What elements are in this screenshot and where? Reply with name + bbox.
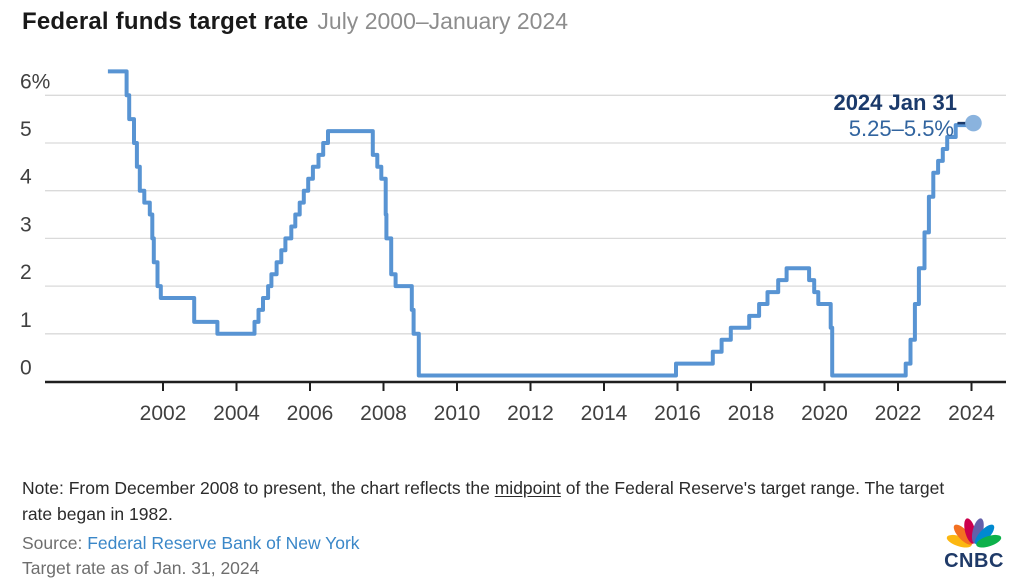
rate-step-line: [107, 69, 975, 378]
footnote-text-post: of the Federal Reserve's target range. T…: [22, 477, 945, 524]
peacock-icon: [946, 518, 1002, 548]
peacock-feather: [946, 534, 972, 548]
annotation-value: 5.25–5.5%: [849, 116, 954, 141]
x-axis-label: 2022: [875, 402, 922, 425]
y-axis-label: 5: [20, 118, 32, 141]
y-axis-label: 6%: [20, 70, 50, 93]
x-axis-label: 2010: [434, 402, 481, 425]
asof-line: Target rate as of Jan. 31, 2024: [22, 557, 260, 578]
page-title: Federal funds target rate: [22, 8, 309, 35]
x-axis-label: 2006: [287, 402, 334, 425]
y-axis-label: 4: [20, 166, 32, 189]
fed-funds-rate-chart: 6% 5 4 3 2 1 0 2002 2004 2006 2008 2010 2012 2014 2016…: [20, 69, 1006, 425]
x-axis-label: 2016: [654, 402, 701, 425]
x-axis-label: 2008: [360, 402, 407, 425]
source-label: Source:: [22, 532, 88, 553]
x-axis-label: 2004: [213, 402, 260, 425]
x-axis-label: 2012: [507, 402, 554, 425]
x-axis-label: 2014: [581, 402, 628, 425]
cnbc-logo: CNBC: [944, 518, 1004, 572]
source-line: Source: Federal Reserve Bank of New York: [22, 533, 360, 554]
peacock-feather: [974, 524, 995, 545]
y-axis-label: 0: [20, 357, 32, 380]
cnbc-logo-text: CNBC: [944, 550, 1004, 572]
peacock-feather: [953, 524, 974, 545]
footnote-text-pre: Note: From December 2008 to present, the…: [22, 477, 495, 498]
x-axis-label: 2024: [948, 402, 995, 425]
footnote: Note: From December 2008 to present, the…: [22, 475, 952, 527]
y-axis-label: 3: [20, 213, 32, 236]
latest-value-dot: [965, 114, 982, 132]
footnote-underlined-word: midpoint: [494, 477, 561, 498]
y-axis-label: 2: [20, 261, 32, 284]
page-subtitle: July 2000–January 2024: [317, 8, 569, 34]
x-axis-label: 2020: [801, 402, 848, 425]
y-axis-label: 1: [20, 309, 32, 332]
x-axis-label: 2018: [728, 402, 775, 425]
peacock-feather: [976, 534, 1002, 548]
source-link[interactable]: Federal Reserve Bank of New York: [87, 532, 360, 553]
x-axis-label: 2002: [140, 402, 187, 425]
annotation-date: 2024 Jan 31: [833, 90, 957, 115]
chart-header: Federal funds target rate July 2000–Janu…: [22, 8, 568, 36]
